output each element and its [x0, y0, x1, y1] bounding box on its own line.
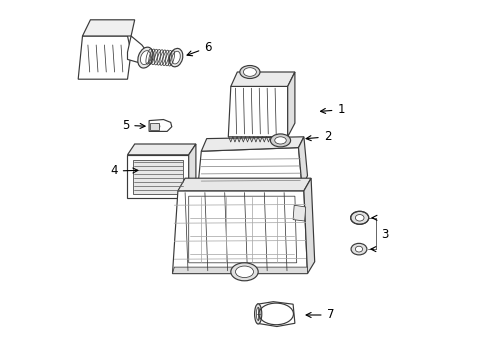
Polygon shape [82, 20, 134, 36]
Polygon shape [133, 160, 183, 194]
Polygon shape [287, 72, 294, 137]
Polygon shape [78, 36, 131, 79]
Ellipse shape [256, 307, 260, 320]
Ellipse shape [350, 211, 368, 224]
Polygon shape [127, 36, 147, 63]
Ellipse shape [254, 304, 261, 324]
Polygon shape [127, 144, 196, 155]
Ellipse shape [355, 246, 362, 252]
Text: 6: 6 [187, 41, 211, 56]
Polygon shape [201, 137, 303, 151]
Polygon shape [178, 178, 310, 191]
Polygon shape [197, 148, 302, 189]
Ellipse shape [169, 48, 183, 67]
Ellipse shape [355, 215, 363, 221]
Ellipse shape [172, 51, 180, 64]
Polygon shape [188, 144, 196, 198]
Polygon shape [127, 155, 188, 198]
Ellipse shape [270, 134, 290, 147]
Ellipse shape [243, 68, 256, 76]
Ellipse shape [350, 243, 366, 255]
Bar [150, 123, 159, 130]
Polygon shape [230, 72, 294, 86]
Polygon shape [303, 178, 314, 274]
Text: 5: 5 [122, 119, 145, 132]
Ellipse shape [140, 51, 150, 64]
Polygon shape [292, 205, 305, 221]
Polygon shape [172, 267, 307, 274]
Polygon shape [149, 120, 171, 131]
Text: 3: 3 [381, 228, 388, 240]
Ellipse shape [239, 66, 260, 78]
Ellipse shape [155, 124, 160, 129]
Ellipse shape [138, 47, 153, 68]
Polygon shape [298, 137, 307, 187]
Polygon shape [257, 302, 294, 327]
Ellipse shape [230, 263, 258, 281]
Ellipse shape [274, 137, 285, 144]
Text: 1: 1 [320, 103, 344, 116]
Polygon shape [228, 86, 287, 137]
Polygon shape [172, 191, 307, 274]
Text: 4: 4 [110, 165, 138, 177]
Text: 2: 2 [305, 130, 330, 143]
Ellipse shape [235, 266, 253, 278]
Text: 7: 7 [305, 309, 333, 321]
